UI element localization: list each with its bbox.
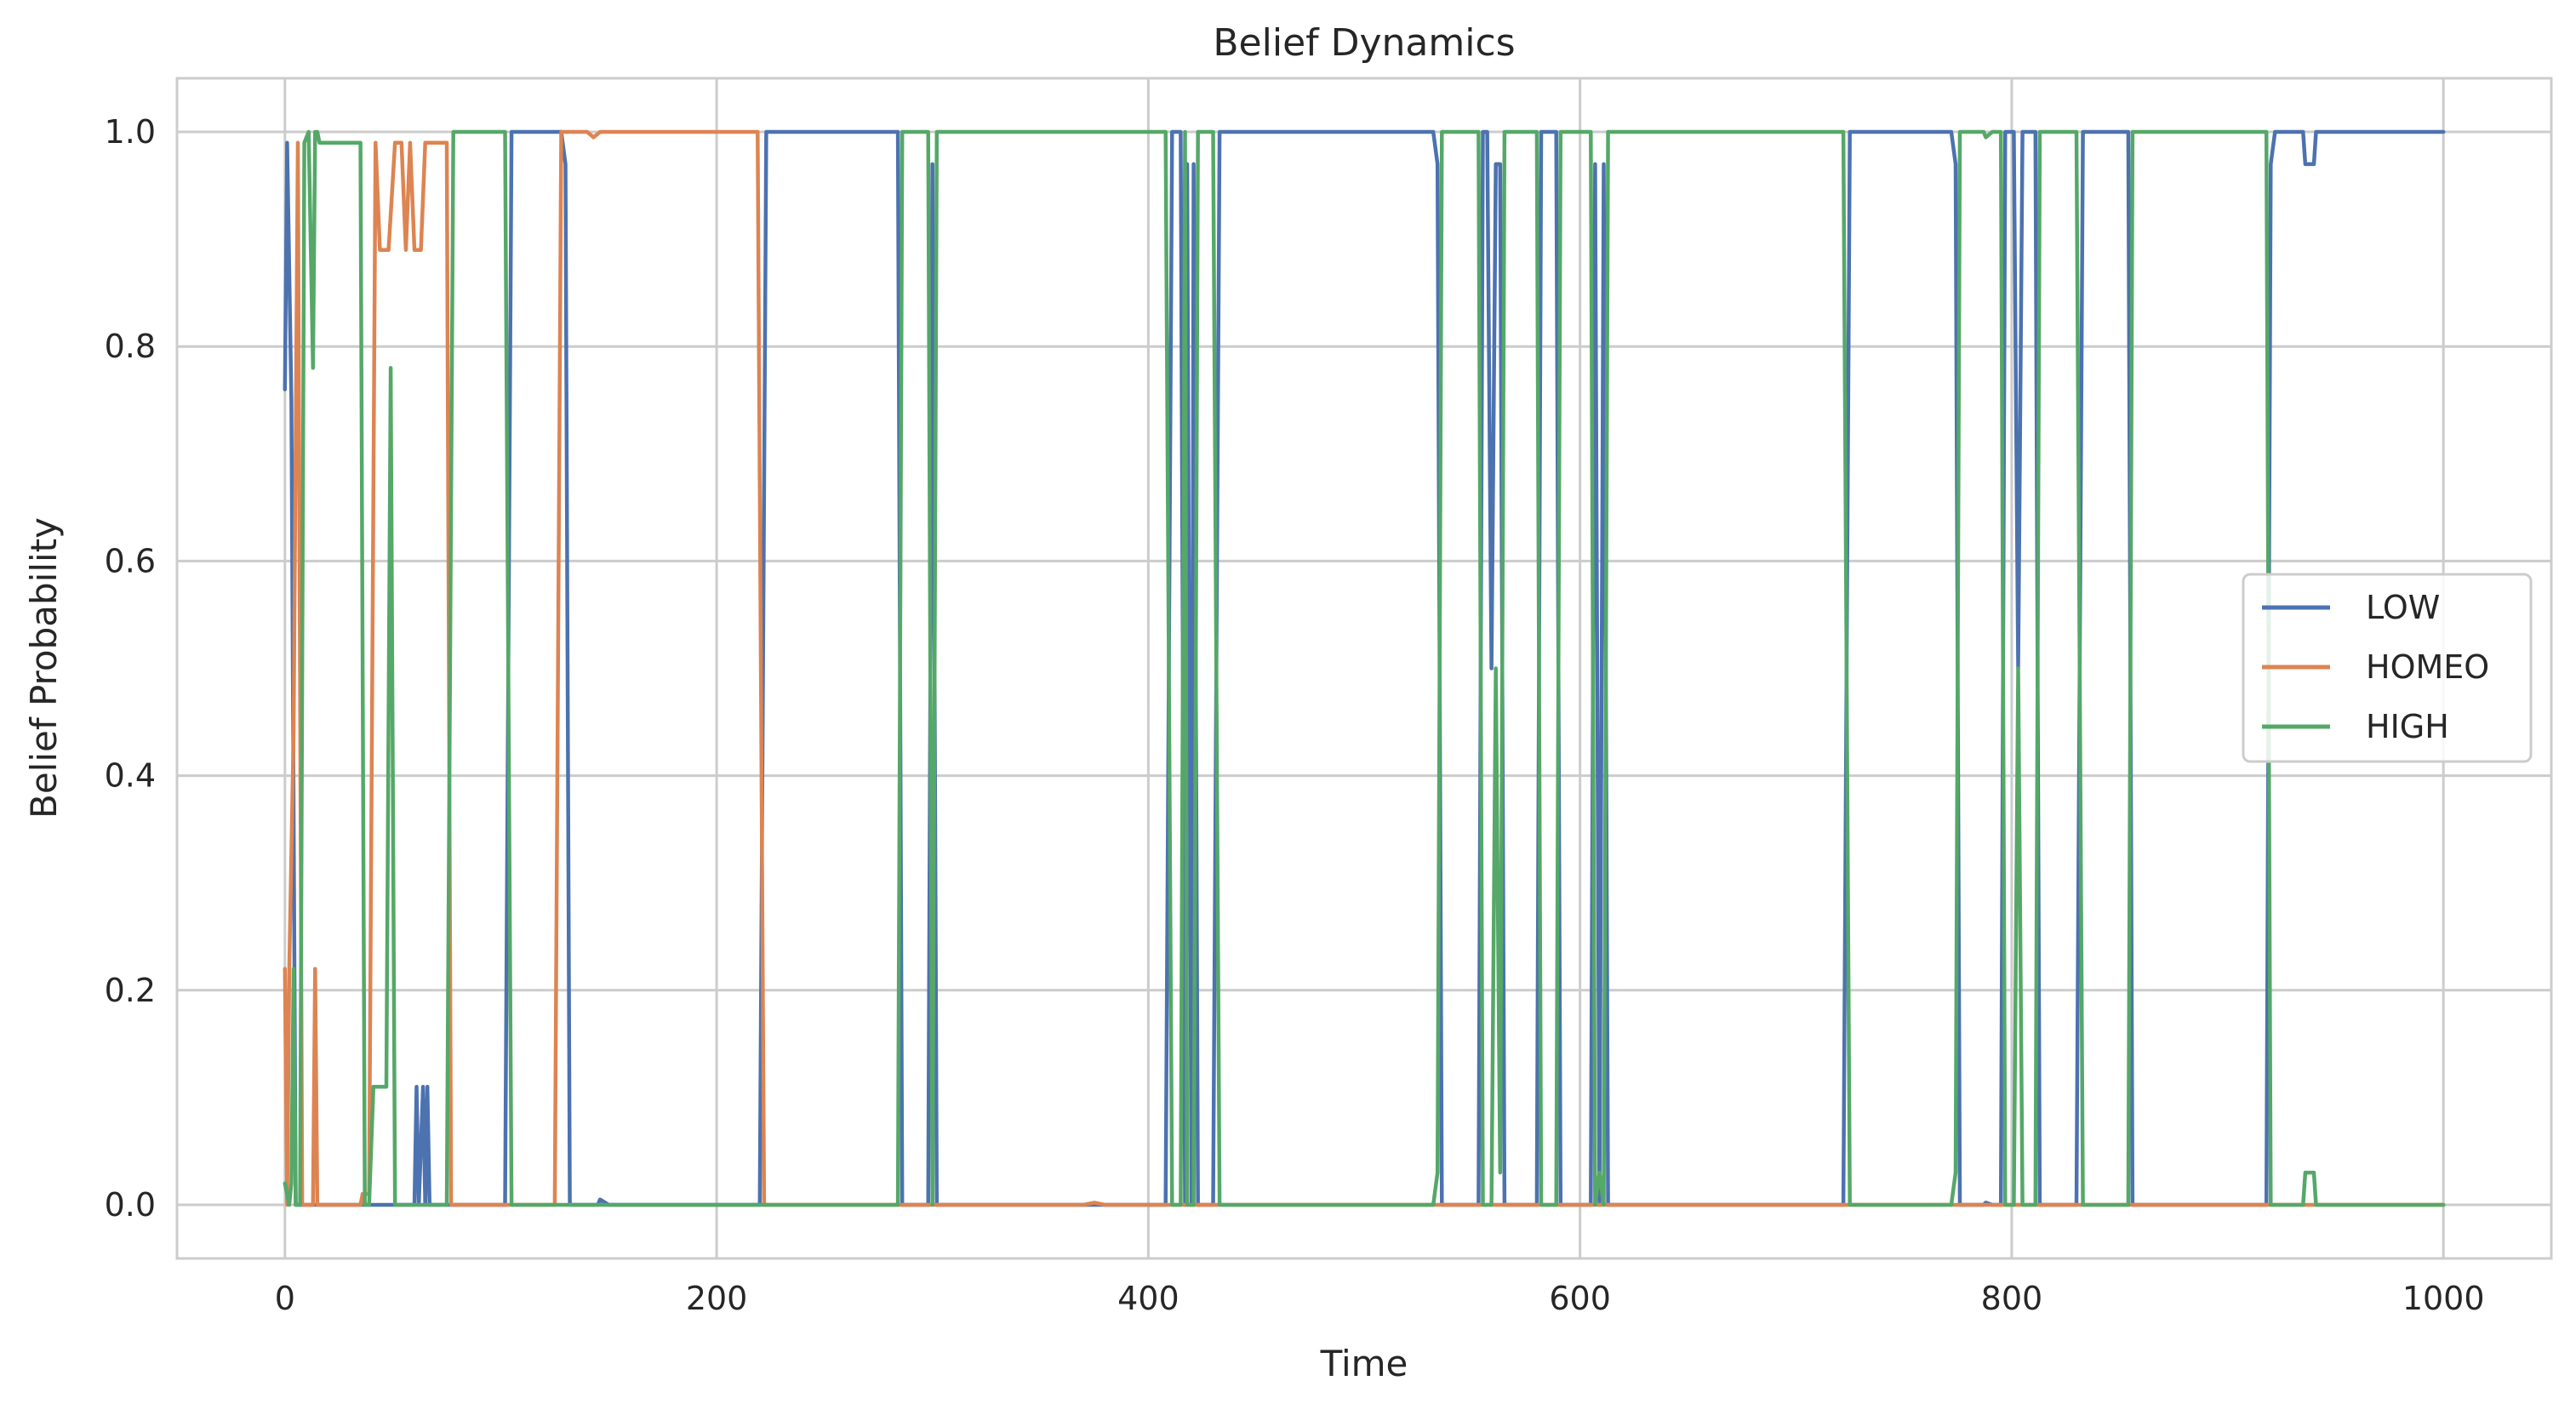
y-tick-label: 1.0	[105, 113, 156, 151]
x-tick-label: 1000	[2402, 1280, 2485, 1317]
series-line-homeo	[283, 129, 2446, 1207]
y-tick-label: 0.0	[105, 1186, 156, 1224]
x-tick-label: 200	[686, 1280, 748, 1317]
legend-label-high: HIGH	[2366, 708, 2449, 745]
x-tick-label: 800	[1981, 1280, 2043, 1317]
x-tick-label: 0	[275, 1280, 295, 1317]
x-axis-label: Time	[1320, 1343, 1408, 1384]
legend-box	[2242, 573, 2533, 763]
y-tick-label: 0.4	[105, 757, 156, 795]
legend: LOW HOMEO HIGH	[2242, 573, 2533, 763]
series-line-low	[283, 129, 2446, 1207]
y-tick-label: 0.2	[105, 972, 156, 1009]
y-axis-label: Belief Probability	[23, 517, 65, 819]
y-tick-label: 0.8	[105, 328, 156, 365]
chart-title: Belief Dynamics	[1213, 21, 1515, 65]
series-lines	[283, 129, 2446, 1207]
legend-label-low: LOW	[2366, 589, 2440, 626]
plot-frame	[175, 77, 2553, 1260]
x-tick-label: 600	[1549, 1280, 1611, 1317]
legend-label-homeo: HOMEO	[2366, 648, 2489, 686]
tick-labels: 0 200 400 600 800 1000 0.0 0.2 0.4 0.6 0.8 1.0	[105, 113, 2485, 1317]
y-tick-label: 0.6	[105, 542, 156, 579]
series-line-high	[283, 129, 2446, 1207]
x-tick-label: 400	[1117, 1280, 1179, 1317]
